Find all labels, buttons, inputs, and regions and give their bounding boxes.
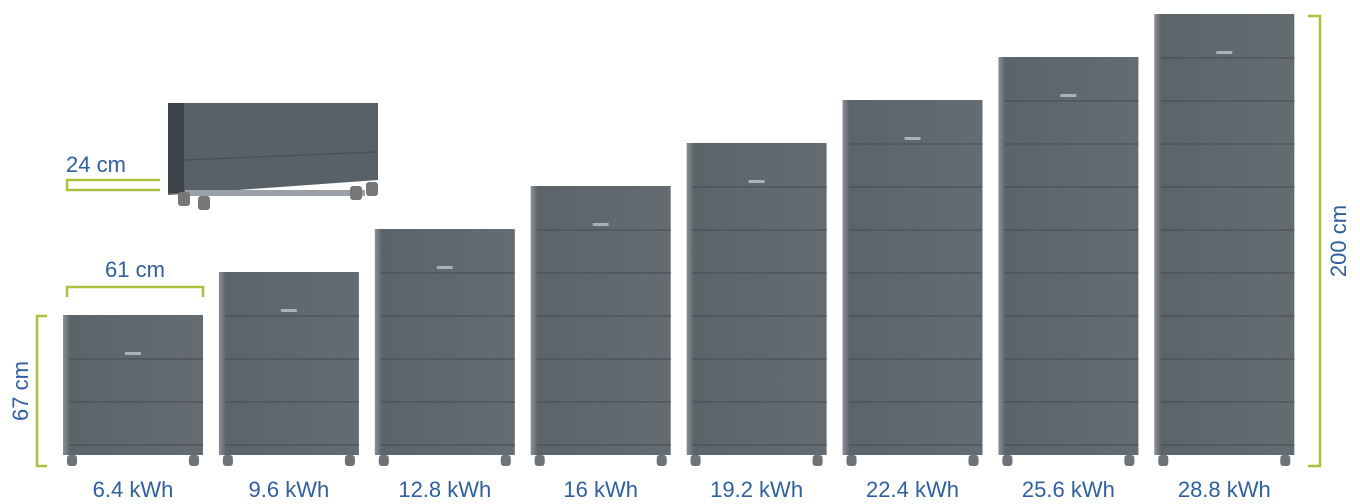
logo — [1060, 94, 1077, 97]
capacity-label: 16 kWh — [563, 477, 638, 502]
battery-tower: 19.2 kWh — [686, 143, 827, 502]
capacity-label: 6.4 kWh — [93, 477, 174, 502]
depth-bracket — [65, 178, 160, 192]
tower-body — [998, 57, 1139, 455]
foot — [500, 455, 511, 466]
height-max-bracket — [1308, 14, 1322, 468]
foot — [189, 455, 199, 466]
logo — [125, 352, 141, 355]
depth-label: 24 cm — [66, 152, 126, 177]
tower-body — [686, 143, 827, 455]
logo — [1216, 51, 1233, 54]
capacity-label: 25.6 kWh — [1022, 477, 1115, 502]
lying-module — [168, 103, 379, 210]
tower-body — [1154, 14, 1295, 455]
logo — [748, 180, 765, 183]
capacity-label: 19.2 kWh — [710, 477, 803, 502]
battery-tower: 9.6 kWh — [218, 272, 359, 502]
height-max-label: 200 cm — [1326, 205, 1351, 277]
capacity-label: 28.8 kWh — [1178, 477, 1271, 502]
capacity-label: 22.4 kWh — [866, 477, 959, 502]
foot — [812, 455, 823, 466]
height-min-bracket — [35, 314, 47, 468]
battery-tower: 6.4 kWh — [63, 315, 203, 502]
logo — [280, 309, 297, 312]
foot — [67, 455, 77, 466]
tower-body — [63, 315, 203, 455]
width-bracket — [65, 285, 205, 297]
foot — [656, 455, 667, 466]
tower-body — [374, 229, 515, 455]
foot — [968, 455, 979, 466]
foot — [534, 455, 545, 466]
tower-body — [218, 272, 359, 455]
battery-tower: 16 kWh — [530, 186, 671, 502]
logo — [592, 223, 609, 226]
foot — [1002, 455, 1013, 466]
battery-tower: 25.6 kWh — [998, 57, 1139, 502]
foot — [1124, 455, 1135, 466]
battery-tower: 22.4 kWh — [842, 100, 983, 502]
tower-body — [842, 100, 983, 455]
tower-body — [530, 186, 671, 455]
logo — [904, 137, 921, 140]
dimension-brackets — [35, 14, 1322, 468]
capacity-label: 12.8 kWh — [398, 477, 491, 502]
capacity-label: 9.6 kWh — [249, 477, 330, 502]
foot — [344, 455, 355, 466]
towers: 6.4 kWh 9.6 kWh 12.8 kWh 16 kWh 19.2 kWh 22.4… — [63, 14, 1295, 502]
foot — [1158, 455, 1169, 466]
logo — [436, 266, 453, 269]
foot — [222, 455, 233, 466]
foot — [378, 455, 389, 466]
foot — [690, 455, 701, 466]
width-label: 61 cm — [105, 257, 165, 282]
foot — [1280, 455, 1291, 466]
height-min-label: 67 cm — [8, 361, 33, 421]
battery-tower: 28.8 kWh — [1154, 14, 1295, 502]
foot — [846, 455, 857, 466]
battery-tower: 12.8 kWh — [374, 229, 515, 502]
